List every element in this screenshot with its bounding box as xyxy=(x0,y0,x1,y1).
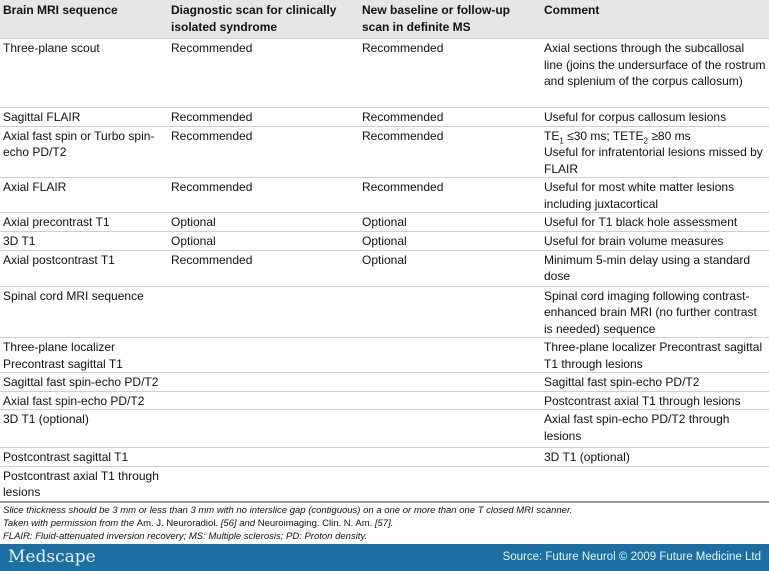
follow-up-cell: Recommended xyxy=(359,107,541,126)
follow-up-cell xyxy=(359,390,541,410)
sequence-cell: Postcontrast sagittal T1 xyxy=(0,447,168,466)
sequence-cell: Axial FLAIR xyxy=(0,177,168,213)
echo-time-part: TE xyxy=(544,128,560,143)
follow-up-cell xyxy=(359,372,541,391)
diagnostic-cell: Recommended xyxy=(168,249,359,286)
comment-cell: Useful for corpus callosum lesions xyxy=(541,107,769,126)
table-row: 3D T1 Optional Optional Useful for brain vo… xyxy=(0,231,769,250)
follow-up-cell: Optional xyxy=(359,212,541,232)
medscape-logo[interactable]: Medscape xyxy=(8,546,96,567)
source-credit: Source: Future Neurol © 2009 Future Medi… xyxy=(502,550,761,563)
table-row: Axial postcontrast T1 Recommended Optional… xyxy=(0,249,769,286)
sequence-cell: 3D T1 xyxy=(0,231,168,250)
follow-up-cell: Recommended xyxy=(359,177,541,213)
sequence-cell: 3D T1 (optional) xyxy=(0,409,168,448)
diagnostic-cell xyxy=(168,372,359,391)
table-row: Axial fast spin-echo PD/T2 Postcontrast a… xyxy=(0,390,769,410)
comment-cell: Three-plane localizer Precontrast sagitt… xyxy=(541,337,769,373)
diagnostic-cell: Recommended xyxy=(168,38,359,108)
table-row: Axial fast spin or Turbo spin-echo PD/T2… xyxy=(0,125,769,178)
follow-up-cell xyxy=(359,285,541,338)
comment-cell: Axial sections through the subcallosal l… xyxy=(541,38,769,108)
table-row: Axial precontrast T1 Optional Optional Usef… xyxy=(0,212,769,232)
table-row: Axial FLAIR Recommended Recommended Useful … xyxy=(0,177,769,213)
footer-bar: Medscape Source: Future Neurol © 2009 Fu… xyxy=(0,543,769,571)
header-follow-up-scan: New baseline or follow-up scan in defini… xyxy=(359,0,541,39)
footnote-permission: Taken with permission from the Am. J. Ne… xyxy=(3,517,766,530)
journal-name: Am. J. Neuroradiol. xyxy=(136,517,219,529)
footnote-text: Taken with permission from the xyxy=(3,517,137,529)
diagnostic-cell: Optional xyxy=(168,212,359,232)
comment-cell: Useful for most white matter lesions inc… xyxy=(541,177,769,213)
echo-time-part: 1 xyxy=(559,135,564,145)
sequence-cell: Axial precontrast T1 xyxy=(0,212,168,232)
table-row: Sagittal FLAIR Recommended Recommended Usef… xyxy=(0,107,769,126)
table-row: 3D T1 (optional) Axial fast spin-echo PD/… xyxy=(0,409,769,448)
footnote-text: [56] and xyxy=(218,517,258,529)
comment-cell: Useful for T1 black hole assessment xyxy=(541,212,769,232)
footnote-text: [57]. xyxy=(372,517,394,529)
diagnostic-cell xyxy=(168,390,359,410)
follow-up-cell xyxy=(359,409,541,448)
header-brain-mri-sequence: Brain MRI sequence xyxy=(0,0,168,39)
sequence-cell: Three-plane scout xyxy=(0,38,168,108)
table-row: Three-plane localizer Precontrast sagitt… xyxy=(0,337,769,373)
table-row: Sagittal fast spin-echo PD/T2 Sagittal fa… xyxy=(0,372,769,391)
comment-text: Useful for infratentorial lesions missed… xyxy=(544,145,763,176)
comment-cell: Postcontrast axial T1 through lesions xyxy=(541,390,769,410)
sequence-cell: Three-plane localizer Precontrast sagitt… xyxy=(0,337,168,373)
diagnostic-cell xyxy=(168,447,359,466)
follow-up-cell xyxy=(359,447,541,466)
mri-protocol-table: Brain MRI sequence Diagnostic scan for c… xyxy=(0,0,769,501)
comment-cell: 3D T1 (optional) xyxy=(541,447,769,466)
journal-name: Neuroimaging. Clin. N. Am. xyxy=(257,517,373,529)
sequence-cell: Sagittal FLAIR xyxy=(0,107,168,126)
comment-cell: Axial fast spin-echo PD/T2 through lesio… xyxy=(541,409,769,448)
echo-time-part: TE xyxy=(628,128,644,143)
sequence-cell: Axial fast spin or Turbo spin-echo PD/T2 xyxy=(0,125,168,178)
table-row: Three-plane scout Recommended Recommended A… xyxy=(0,38,769,108)
sequence-cell: Spinal cord MRI sequence xyxy=(0,285,168,338)
table-row: Postcontrast sagittal T1 3D T1 (optional) xyxy=(0,447,769,466)
diagnostic-cell xyxy=(168,285,359,338)
comment-cell: Spinal cord imaging following contrast-e… xyxy=(541,285,769,338)
sequence-cell: Axial postcontrast T1 xyxy=(0,249,168,286)
table-row: Spinal cord MRI sequence Spinal cord imag… xyxy=(0,285,769,338)
comment-cell: Minimum 5-min delay using a standard dos… xyxy=(541,249,769,286)
sequence-cell: Sagittal fast spin-echo PD/T2 xyxy=(0,372,168,391)
header-diagnostic-scan: Diagnostic scan for clinically isolated … xyxy=(168,0,359,39)
footnote-slice-thickness: Slice thickness should be 3 mm or less t… xyxy=(3,504,573,516)
diagnostic-cell: Recommended xyxy=(168,125,359,178)
echo-time-part: ≥80 ms xyxy=(647,128,691,143)
diagnostic-cell xyxy=(168,465,359,501)
diagnostic-cell xyxy=(168,337,359,373)
table-row: Postcontrast axial T1 through lesions xyxy=(0,465,769,501)
comment-cell xyxy=(541,465,769,501)
follow-up-cell: Optional xyxy=(359,249,541,286)
follow-up-cell xyxy=(359,337,541,373)
follow-up-cell: Optional xyxy=(359,231,541,250)
diagnostic-cell xyxy=(168,409,359,448)
sequence-cell: Postcontrast axial T1 through lesions xyxy=(0,465,168,501)
diagnostic-cell: Optional xyxy=(168,231,359,250)
diagnostic-cell: Recommended xyxy=(168,177,359,213)
comment-cell: Useful for brain volume measures xyxy=(541,231,769,250)
table-footnotes: Slice thickness should be 3 mm or less t… xyxy=(0,500,769,544)
footnote-abbreviations: FLAIR: Fluid-attenuated inversion recove… xyxy=(3,530,368,542)
header-comment: Comment xyxy=(541,0,769,39)
follow-up-cell xyxy=(359,465,541,501)
echo-time-part: ≤30 ms; TE xyxy=(563,128,629,143)
diagnostic-cell: Recommended xyxy=(168,107,359,126)
comment-cell: Sagittal fast spin-echo PD/T2 xyxy=(541,372,769,391)
follow-up-cell: Recommended xyxy=(359,38,541,108)
follow-up-cell: Recommended xyxy=(359,125,541,178)
sequence-cell: Axial fast spin-echo PD/T2 xyxy=(0,390,168,410)
echo-time-text: TE1 ≤30 ms; TETE2 ≥80 ms xyxy=(544,128,766,145)
header-row: Brain MRI sequence Diagnostic scan for c… xyxy=(0,0,769,39)
comment-cell: TE1 ≤30 ms; TETE2 ≥80 ms Useful for infra… xyxy=(541,125,769,178)
echo-time-part: 2 xyxy=(643,135,648,145)
